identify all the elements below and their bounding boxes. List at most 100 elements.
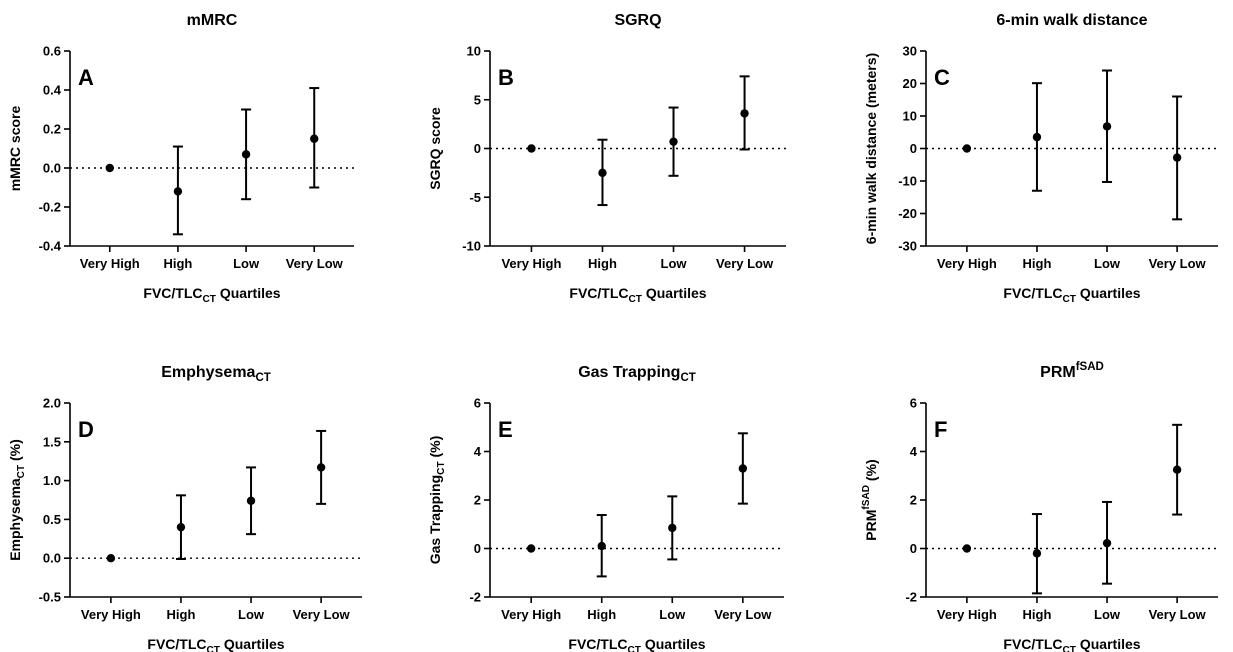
chart-title: mMRC bbox=[187, 12, 238, 29]
x-tick-label: Very Low bbox=[1149, 256, 1207, 271]
x-tick-label: Low bbox=[238, 607, 265, 622]
x-tick-label: High bbox=[1023, 256, 1052, 271]
data-point bbox=[241, 150, 251, 159]
y-tick-label: 2 bbox=[910, 493, 917, 508]
y-tick-label: -2 bbox=[469, 590, 481, 605]
x-axis-label: FVC/TLCCT Quartiles bbox=[1003, 636, 1140, 652]
data-point bbox=[1032, 549, 1042, 558]
y-tick-label: -20 bbox=[898, 206, 917, 221]
panel-letter: F bbox=[934, 417, 947, 442]
data-point bbox=[527, 144, 536, 153]
data-point bbox=[962, 144, 972, 153]
x-tick-label: Low bbox=[659, 607, 686, 622]
y-axis-label: PRMfSAD (%) bbox=[861, 459, 879, 540]
panel-c: 6-min walk distance C -30 -20 -10 0 10 20 30 Very… bbox=[863, 12, 1218, 305]
chart-title: EmphysemaCT bbox=[161, 364, 271, 384]
y-tick-label: 0 bbox=[910, 141, 917, 156]
y-tick-label: 10 bbox=[903, 109, 917, 124]
panel-letter: D bbox=[78, 417, 94, 442]
panel-d: EmphysemaCT D -0.5 0.0 0.5 1.0 1.5 2.0 Very High… bbox=[7, 364, 362, 652]
data-point bbox=[668, 523, 677, 533]
y-tick-label: 4 bbox=[910, 444, 918, 459]
chart-title: SGRQ bbox=[614, 12, 661, 29]
y-tick-label: -5 bbox=[469, 190, 481, 205]
data-point bbox=[1102, 538, 1112, 548]
y-tick-label: 0.2 bbox=[43, 122, 61, 137]
y-tick-label: -0.4 bbox=[39, 239, 62, 254]
y-tick-label: 2 bbox=[474, 493, 481, 508]
data-point bbox=[176, 522, 186, 532]
x-axis-label: FVC/TLCCT Quartiles bbox=[147, 636, 284, 652]
data-point bbox=[526, 544, 536, 553]
y-tick-label: 2.0 bbox=[43, 396, 61, 411]
chart-title: PRMfSAD bbox=[1040, 361, 1104, 381]
data-point bbox=[738, 464, 748, 473]
chart-title: Gas TrappingCT bbox=[578, 364, 696, 384]
panel-a: mMRC A -0.4 -0.2 0.0 0.2 0.4 0.6 Very High High Lo… bbox=[7, 12, 354, 305]
data-point bbox=[173, 187, 183, 196]
x-tick-label: Very Low bbox=[716, 256, 774, 271]
data-point bbox=[1102, 122, 1112, 131]
y-axis-label: mMRC score bbox=[7, 106, 23, 192]
x-tick-label: Very Low bbox=[714, 607, 772, 622]
y-tick-label: 0 bbox=[474, 141, 481, 156]
y-tick-label: 0.0 bbox=[43, 551, 61, 566]
x-tick-label: Low bbox=[1094, 607, 1121, 622]
y-tick-label: 6 bbox=[474, 396, 481, 411]
x-tick-label: Low bbox=[233, 256, 260, 271]
y-tick-label: 4 bbox=[474, 444, 482, 459]
data-point bbox=[962, 544, 972, 553]
y-tick-label: -10 bbox=[898, 174, 917, 189]
x-tick-label: High bbox=[588, 256, 617, 271]
panel-letter: B bbox=[498, 65, 514, 90]
x-tick-label: Very High bbox=[937, 607, 997, 622]
data-point bbox=[597, 541, 606, 551]
x-tick-label: Very High bbox=[81, 607, 141, 622]
y-tick-label: 10 bbox=[467, 44, 481, 59]
y-tick-label: 20 bbox=[903, 76, 917, 91]
y-tick-label: -2 bbox=[905, 590, 917, 605]
y-axis-label: 6-min walk distance (meters) bbox=[863, 53, 879, 244]
data-point bbox=[669, 137, 678, 146]
data-point bbox=[740, 109, 749, 118]
data-point bbox=[598, 168, 607, 178]
x-axis-label: FVC/TLCCT Quartiles bbox=[568, 636, 705, 652]
y-tick-label: 0 bbox=[910, 541, 917, 556]
y-tick-label: -0.2 bbox=[39, 200, 61, 215]
y-tick-label: 0 bbox=[474, 541, 481, 556]
panel-letter: A bbox=[78, 65, 94, 90]
data-point bbox=[106, 554, 116, 563]
x-tick-label: Very Low bbox=[293, 607, 351, 622]
x-axis-label: FVC/TLCCT Quartiles bbox=[1003, 285, 1140, 305]
chart-title: 6-min walk distance bbox=[996, 12, 1147, 29]
x-tick-label: Low bbox=[661, 256, 688, 271]
x-tick-label: High bbox=[1023, 607, 1052, 622]
x-tick-label: Very High bbox=[501, 256, 561, 271]
y-tick-label: 1.0 bbox=[43, 473, 61, 488]
data-point bbox=[1172, 153, 1182, 162]
panel-b: SGRQ B -10 -5 0 5 10 Very High High Low Very Low FV… bbox=[427, 12, 786, 305]
x-tick-label: Very High bbox=[937, 256, 997, 271]
panel-letter: C bbox=[934, 65, 950, 90]
x-tick-label: Very High bbox=[80, 256, 140, 271]
x-tick-label: Very Low bbox=[286, 256, 344, 271]
x-tick-label: Very Low bbox=[1149, 607, 1207, 622]
panel-e: Gas TrappingCT E -2 0 2 4 6 Very High High Low Ver… bbox=[427, 364, 784, 652]
y-tick-label: -10 bbox=[462, 239, 481, 254]
data-point bbox=[316, 463, 326, 472]
x-tick-label: High bbox=[163, 256, 192, 271]
x-tick-label: Very High bbox=[501, 607, 561, 622]
y-axis-label: EmphysemaCT (%) bbox=[7, 439, 27, 561]
x-tick-label: Low bbox=[1094, 256, 1121, 271]
x-axis-label: FVC/TLCCT Quartiles bbox=[143, 285, 280, 305]
data-point bbox=[1032, 132, 1042, 142]
y-tick-label: 0.5 bbox=[43, 512, 61, 527]
y-axis-label: Gas TrappingCT (%) bbox=[427, 436, 447, 565]
y-tick-label: 1.5 bbox=[43, 434, 61, 449]
y-axis-label: SGRQ score bbox=[427, 107, 443, 190]
y-tick-label: 0.6 bbox=[43, 44, 61, 59]
x-tick-label: High bbox=[587, 607, 616, 622]
data-point bbox=[310, 134, 319, 143]
y-tick-label: -30 bbox=[898, 239, 917, 254]
